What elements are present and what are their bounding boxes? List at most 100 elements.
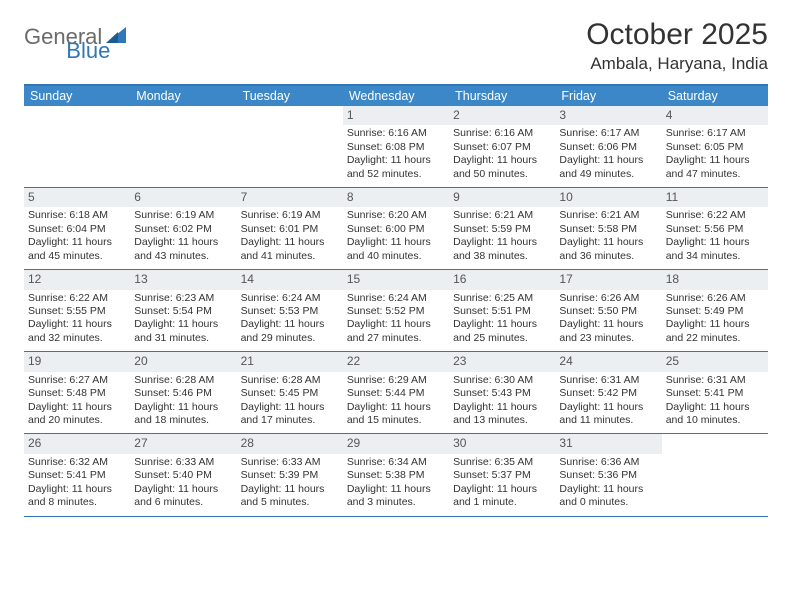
sunrise-text: Sunrise: 6:35 AM (453, 456, 551, 469)
daylight-text: Daylight: 11 hours and 23 minutes. (559, 318, 657, 345)
sunrise-text: Sunrise: 6:19 AM (241, 209, 339, 222)
daylight-text: Daylight: 11 hours and 18 minutes. (134, 401, 232, 428)
sunrise-text: Sunrise: 6:34 AM (347, 456, 445, 469)
day-number: 16 (449, 270, 555, 289)
daylight-text: Daylight: 11 hours and 45 minutes. (28, 236, 126, 263)
sunset-text: Sunset: 5:51 PM (453, 305, 551, 318)
day-number: 2 (449, 106, 555, 125)
calendar-cell: 18Sunrise: 6:26 AMSunset: 5:49 PMDayligh… (662, 270, 768, 351)
sunrise-text: Sunrise: 6:30 AM (453, 374, 551, 387)
day-number: 30 (449, 434, 555, 453)
week-row: 1Sunrise: 6:16 AMSunset: 6:08 PMDaylight… (24, 106, 768, 188)
day-number: 9 (449, 188, 555, 207)
sunrise-text: Sunrise: 6:33 AM (134, 456, 232, 469)
sunrise-text: Sunrise: 6:19 AM (134, 209, 232, 222)
calendar-cell: 25Sunrise: 6:31 AMSunset: 5:41 PMDayligh… (662, 352, 768, 433)
calendar-cell: 12Sunrise: 6:22 AMSunset: 5:55 PMDayligh… (24, 270, 130, 351)
weeks-container: 1Sunrise: 6:16 AMSunset: 6:08 PMDaylight… (24, 106, 768, 517)
daylight-text: Daylight: 11 hours and 34 minutes. (666, 236, 764, 263)
calendar-cell: 24Sunrise: 6:31 AMSunset: 5:42 PMDayligh… (555, 352, 661, 433)
sunrise-text: Sunrise: 6:28 AM (241, 374, 339, 387)
daylight-text: Daylight: 11 hours and 49 minutes. (559, 154, 657, 181)
day-number: 20 (130, 352, 236, 371)
sunrise-text: Sunrise: 6:24 AM (347, 292, 445, 305)
calendar-cell: 29Sunrise: 6:34 AMSunset: 5:38 PMDayligh… (343, 434, 449, 515)
week-row: 5Sunrise: 6:18 AMSunset: 6:04 PMDaylight… (24, 188, 768, 270)
sunset-text: Sunset: 5:39 PM (241, 469, 339, 482)
dayhead-sunday: Sunday (24, 86, 130, 106)
daylight-text: Daylight: 11 hours and 0 minutes. (559, 483, 657, 510)
sunset-text: Sunset: 5:48 PM (28, 387, 126, 400)
sunset-text: Sunset: 5:50 PM (559, 305, 657, 318)
daylight-text: Daylight: 11 hours and 25 minutes. (453, 318, 551, 345)
dayhead-saturday: Saturday (662, 86, 768, 106)
daylight-text: Daylight: 11 hours and 43 minutes. (134, 236, 232, 263)
daylight-text: Daylight: 11 hours and 13 minutes. (453, 401, 551, 428)
daylight-text: Daylight: 11 hours and 8 minutes. (28, 483, 126, 510)
daylight-text: Daylight: 11 hours and 11 minutes. (559, 401, 657, 428)
calendar: Sunday Monday Tuesday Wednesday Thursday… (24, 84, 768, 517)
week-row: 12Sunrise: 6:22 AMSunset: 5:55 PMDayligh… (24, 270, 768, 352)
sunset-text: Sunset: 5:41 PM (28, 469, 126, 482)
sunset-text: Sunset: 5:52 PM (347, 305, 445, 318)
calendar-cell: 3 Sunrise: 6:17 AMSunset: 6:06 PMDaylight… (555, 106, 661, 187)
sunrise-text: Sunrise: 6:31 AM (666, 374, 764, 387)
header: General Blue October 2025 Ambala, Haryan… (24, 18, 768, 74)
dayhead-wednesday: Wednesday (343, 86, 449, 106)
sunrise-text: Sunrise: 6:33 AM (241, 456, 339, 469)
sunrise-text: Sunrise: 6:22 AM (666, 209, 764, 222)
day-number: 10 (555, 188, 661, 207)
sunrise-text: Sunrise: 6:20 AM (347, 209, 445, 222)
daylight-text: Daylight: 11 hours and 1 minute. (453, 483, 551, 510)
calendar-cell: 22Sunrise: 6:29 AMSunset: 5:44 PMDayligh… (343, 352, 449, 433)
sunset-text: Sunset: 5:46 PM (134, 387, 232, 400)
day-number: 15 (343, 270, 449, 289)
sunrise-text: Sunrise: 6:24 AM (241, 292, 339, 305)
daylight-text: Daylight: 11 hours and 50 minutes. (453, 154, 551, 181)
calendar-cell: 2Sunrise: 6:16 AMSunset: 6:07 PMDaylight… (449, 106, 555, 187)
sunrise-text: Sunrise: 6:36 AM (559, 456, 657, 469)
sunset-text: Sunset: 6:06 PM (559, 141, 657, 154)
calendar-cell: 1Sunrise: 6:16 AMSunset: 6:08 PMDaylight… (343, 106, 449, 187)
day-number: 25 (662, 352, 768, 371)
sunset-text: Sunset: 5:59 PM (453, 223, 551, 236)
day-number: 26 (24, 434, 130, 453)
daylight-text: Daylight: 11 hours and 40 minutes. (347, 236, 445, 263)
calendar-cell: 4Sunrise: 6:17 AMSunset: 6:05 PMDaylight… (662, 106, 768, 187)
daylight-text: Daylight: 11 hours and 52 minutes. (347, 154, 445, 181)
daylight-text: Daylight: 11 hours and 15 minutes. (347, 401, 445, 428)
day-number: 13 (130, 270, 236, 289)
calendar-cell: 16Sunrise: 6:25 AMSunset: 5:51 PMDayligh… (449, 270, 555, 351)
sunrise-text: Sunrise: 6:17 AM (559, 127, 657, 140)
sunset-text: Sunset: 6:04 PM (28, 223, 126, 236)
sunset-text: Sunset: 5:43 PM (453, 387, 551, 400)
daylight-text: Daylight: 11 hours and 31 minutes. (134, 318, 232, 345)
calendar-cell: 13Sunrise: 6:23 AMSunset: 5:54 PMDayligh… (130, 270, 236, 351)
dayhead-row: Sunday Monday Tuesday Wednesday Thursday… (24, 86, 768, 106)
calendar-cell: 17Sunrise: 6:26 AMSunset: 5:50 PMDayligh… (555, 270, 661, 351)
dayhead-thursday: Thursday (449, 86, 555, 106)
daylight-text: Daylight: 11 hours and 38 minutes. (453, 236, 551, 263)
sunrise-text: Sunrise: 6:21 AM (559, 209, 657, 222)
calendar-cell (130, 106, 236, 187)
day-number: 3 (555, 106, 661, 125)
day-number: 4 (662, 106, 768, 125)
calendar-cell: 14Sunrise: 6:24 AMSunset: 5:53 PMDayligh… (237, 270, 343, 351)
sunset-text: Sunset: 5:49 PM (666, 305, 764, 318)
day-number: 17 (555, 270, 661, 289)
calendar-cell: 27Sunrise: 6:33 AMSunset: 5:40 PMDayligh… (130, 434, 236, 515)
sunrise-text: Sunrise: 6:22 AM (28, 292, 126, 305)
sunset-text: Sunset: 5:53 PM (241, 305, 339, 318)
calendar-cell (237, 106, 343, 187)
sunrise-text: Sunrise: 6:18 AM (28, 209, 126, 222)
calendar-cell: 31Sunrise: 6:36 AMSunset: 5:36 PMDayligh… (555, 434, 661, 515)
sunrise-text: Sunrise: 6:16 AM (453, 127, 551, 140)
dayhead-friday: Friday (555, 86, 661, 106)
calendar-cell: 30Sunrise: 6:35 AMSunset: 5:37 PMDayligh… (449, 434, 555, 515)
sunset-text: Sunset: 5:56 PM (666, 223, 764, 236)
day-number: 7 (237, 188, 343, 207)
calendar-cell: 26Sunrise: 6:32 AMSunset: 5:41 PMDayligh… (24, 434, 130, 515)
location: Ambala, Haryana, India (586, 54, 768, 74)
calendar-cell: 9Sunrise: 6:21 AMSunset: 5:59 PMDaylight… (449, 188, 555, 269)
sunrise-text: Sunrise: 6:28 AM (134, 374, 232, 387)
